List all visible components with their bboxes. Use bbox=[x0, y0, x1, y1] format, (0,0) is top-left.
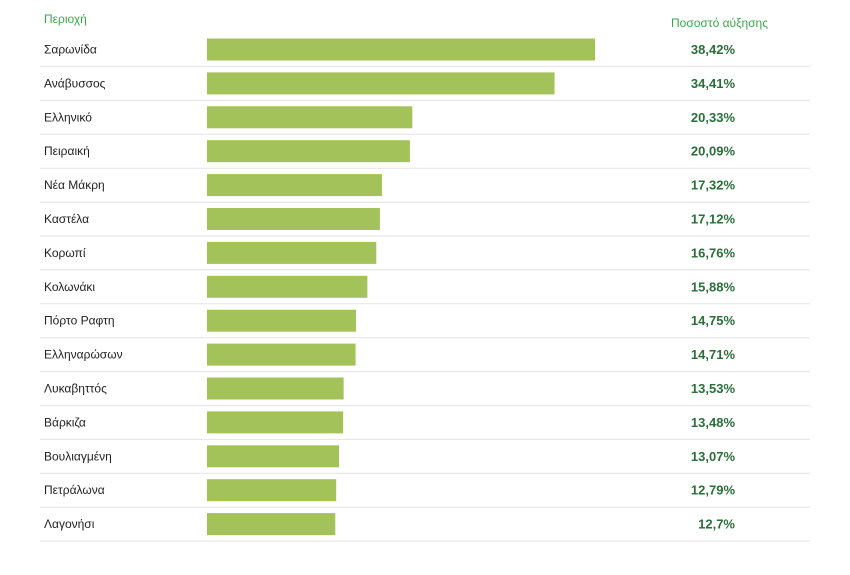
header-category: Περιοχή bbox=[44, 12, 87, 26]
value-label: 20,09% bbox=[691, 144, 736, 159]
value-label: 12,79% bbox=[691, 483, 736, 498]
value-label: 20,33% bbox=[691, 110, 736, 125]
category-label: Πόρτο Ραφτη bbox=[44, 314, 115, 328]
chart-row: Πετράλωνα 12,79% bbox=[40, 479, 810, 508]
bar bbox=[207, 241, 377, 264]
value-label: 13,53% bbox=[691, 381, 736, 396]
chart-row: Ελληνικό 20,33% bbox=[40, 106, 810, 135]
value-label: 13,48% bbox=[691, 415, 736, 430]
chart-row: Κορωπί 16,76% bbox=[40, 241, 810, 271]
category-label: Βάρκιζα bbox=[44, 415, 86, 429]
bar bbox=[207, 513, 336, 536]
bar bbox=[207, 275, 368, 298]
bar bbox=[207, 411, 344, 434]
chart-row: Ελληναρώσων 14,71% bbox=[40, 343, 810, 373]
bar bbox=[207, 106, 413, 129]
value-label: 17,12% bbox=[691, 212, 736, 227]
value-label: 17,32% bbox=[691, 178, 736, 193]
category-label: Νέα Μάκρη bbox=[44, 178, 105, 192]
bar bbox=[207, 445, 340, 468]
header-value: Ποσοστό αύξησης bbox=[671, 16, 768, 30]
category-label: Βουλιαγμένη bbox=[44, 449, 112, 463]
value-label: 15,88% bbox=[691, 279, 736, 294]
category-label: Ελληνικό bbox=[44, 110, 92, 124]
bar bbox=[207, 174, 382, 197]
bar bbox=[207, 38, 596, 61]
chart-row: Πειραική 20,09% bbox=[40, 140, 810, 169]
value-label: 14,71% bbox=[691, 347, 736, 362]
chart-row: Κολωνάκι 15,88% bbox=[40, 275, 810, 305]
bar bbox=[207, 479, 337, 502]
bar bbox=[207, 72, 555, 95]
chart-row: Βουλιαγμένη 13,07% bbox=[40, 445, 810, 474]
chart-row: Βάρκιζα 13,48% bbox=[40, 411, 810, 440]
chart-row: Λαγονήσι 12,7% bbox=[40, 513, 810, 542]
chart-row: Πόρτο Ραφτη 14,75% bbox=[40, 309, 810, 339]
chart-rows: Σαρωνίδα 38,42% Ανάβυσσος 34,41% Ελληνικό 20,… bbox=[40, 38, 810, 542]
category-label: Λυκαβηττός bbox=[44, 382, 107, 396]
value-label: 16,76% bbox=[691, 245, 736, 260]
bar bbox=[207, 309, 356, 332]
value-label: 12,7% bbox=[698, 517, 735, 532]
category-label: Λαγονήσι bbox=[44, 517, 95, 531]
category-label: Πειραική bbox=[44, 144, 90, 158]
chart-row: Ανάβυσσος 34,41% bbox=[40, 72, 810, 101]
category-label: Καστέλα bbox=[44, 212, 89, 226]
category-label: Σαρωνίδα bbox=[44, 43, 97, 57]
bar bbox=[207, 140, 410, 163]
category-label: Ανάβυσσος bbox=[44, 76, 106, 90]
value-label: 38,42% bbox=[691, 42, 736, 57]
bar bbox=[207, 343, 356, 366]
category-label: Πετράλωνα bbox=[44, 483, 105, 497]
chart-row: Σαρωνίδα 38,42% bbox=[40, 38, 810, 67]
chart-row: Λυκαβηττός 13,53% bbox=[40, 377, 810, 406]
category-label: Κολωνάκι bbox=[44, 280, 95, 294]
chart-row: Νέα Μάκρη 17,32% bbox=[40, 174, 810, 203]
value-label: 34,41% bbox=[691, 76, 736, 91]
value-label: 14,75% bbox=[691, 313, 736, 328]
category-label: Ελληναρώσων bbox=[44, 348, 123, 362]
category-label: Κορωπί bbox=[44, 246, 86, 260]
bar bbox=[207, 377, 344, 400]
value-label: 13,07% bbox=[691, 449, 736, 464]
chart-row: Καστέλα 17,12% bbox=[40, 208, 810, 237]
bar bbox=[207, 208, 380, 230]
